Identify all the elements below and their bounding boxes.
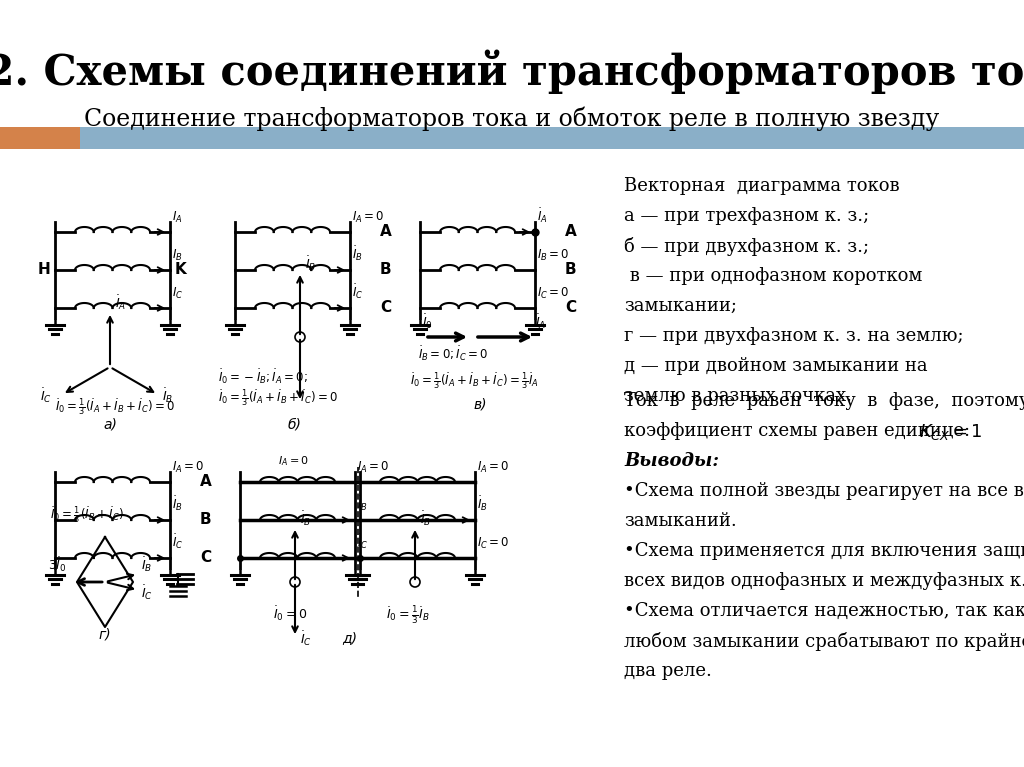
Text: $I_A=0$: $I_A=0$ bbox=[278, 454, 308, 468]
Text: $I_A=0$: $I_A=0$ bbox=[477, 460, 510, 475]
Text: $\dot{I}_0$: $\dot{I}_0$ bbox=[422, 312, 433, 331]
Text: $\dot{I}_C$: $\dot{I}_C$ bbox=[172, 532, 183, 551]
Text: •Схема полной звезды реагирует на все виды: •Схема полной звезды реагирует на все ви… bbox=[624, 482, 1024, 500]
Text: Выводы:: Выводы: bbox=[624, 452, 719, 470]
Text: $I_A=0$: $I_A=0$ bbox=[352, 210, 384, 225]
Text: K: K bbox=[175, 262, 186, 278]
Text: $\dot{I}_A$: $\dot{I}_A$ bbox=[115, 294, 126, 312]
Text: $\dot{I}_C$: $\dot{I}_C$ bbox=[300, 630, 312, 648]
Text: $\dot{I}_0=-\dot{I}_B; \dot{I}_A=0;$: $\dot{I}_0=-\dot{I}_B; \dot{I}_A=0;$ bbox=[218, 367, 308, 386]
Text: $K_{CX}=1$: $K_{CX}=1$ bbox=[919, 422, 983, 442]
Bar bbox=[0, 127, 80, 149]
Text: $\dot{I}_B$: $\dot{I}_B$ bbox=[352, 245, 362, 263]
Text: $\dot{I}_B$: $\dot{I}_B$ bbox=[172, 495, 182, 513]
Text: Ток  в  реле  равен  току  в  фазе,  поэтому: Ток в реле равен току в фазе, поэтому bbox=[624, 392, 1024, 410]
Text: $\dot{I}_B$: $\dot{I}_B$ bbox=[305, 255, 316, 273]
Text: $\dot{I}_A$: $\dot{I}_A$ bbox=[535, 312, 546, 331]
Text: $3\dot{I}_0$: $3\dot{I}_0$ bbox=[48, 555, 67, 574]
Text: любом замыкании срабатывают по крайней мере: любом замыкании срабатывают по крайней м… bbox=[624, 632, 1024, 651]
Text: $\dot{I}_0=\frac{1}{3}(\dot{I}_B+\dot{I}_C)$: $\dot{I}_0=\frac{1}{3}(\dot{I}_B+\dot{I}… bbox=[50, 505, 124, 525]
Text: $\dot{I}_C$: $\dot{I}_C$ bbox=[357, 532, 369, 551]
Text: $\dot{I}_0=\frac{1}{3}\dot{I}_B$: $\dot{I}_0=\frac{1}{3}\dot{I}_B$ bbox=[386, 604, 430, 626]
Text: $I_C=0$: $I_C=0$ bbox=[477, 536, 510, 551]
Text: $I_B=0$: $I_B=0$ bbox=[537, 248, 569, 263]
Text: H: H bbox=[37, 262, 50, 278]
Text: а): а) bbox=[103, 418, 117, 432]
Text: б): б) bbox=[288, 418, 302, 432]
Text: $I_C=0$: $I_C=0$ bbox=[537, 286, 569, 301]
Text: $\dot{I}_B$: $\dot{I}_B$ bbox=[357, 495, 368, 513]
Text: в — при однофазном коротком: в — при однофазном коротком bbox=[624, 267, 923, 285]
Text: г — при двухфазном к. з. на землю;: г — при двухфазном к. з. на землю; bbox=[624, 327, 964, 345]
Text: $\dot{I}_B$: $\dot{I}_B$ bbox=[162, 386, 173, 405]
Text: замыканий.: замыканий. bbox=[624, 512, 736, 530]
Text: а — при трехфазном к. з.;: а — при трехфазном к. з.; bbox=[624, 207, 869, 225]
Text: $I_A=0$: $I_A=0$ bbox=[357, 460, 389, 475]
Text: $\dot{I}_B$: $\dot{I}_B$ bbox=[420, 509, 431, 528]
Text: $\dot{I}_0=\frac{1}{3}(\dot{I}_A+\dot{I}_B+\dot{I}_C)=0$: $\dot{I}_0=\frac{1}{3}(\dot{I}_A+\dot{I}… bbox=[55, 397, 175, 417]
Text: $I_B$: $I_B$ bbox=[172, 248, 182, 263]
Bar bbox=[80, 127, 1024, 149]
Text: C: C bbox=[200, 551, 211, 565]
Text: A: A bbox=[565, 225, 577, 239]
Text: $\dot{I}_C$: $\dot{I}_C$ bbox=[40, 386, 52, 405]
Text: два реле.: два реле. bbox=[624, 662, 712, 680]
Text: коэффициент схемы равен единице:: коэффициент схемы равен единице: bbox=[624, 422, 976, 440]
Text: B: B bbox=[200, 512, 212, 528]
Text: $\dot{I}_B$: $\dot{I}_B$ bbox=[477, 495, 487, 513]
Text: $\dot{I}_0=\frac{1}{3}(\dot{I}_A+\dot{I}_B+\dot{I}_C)=0$: $\dot{I}_0=\frac{1}{3}(\dot{I}_A+\dot{I}… bbox=[218, 387, 338, 409]
Text: $\dot{I}_0=\frac{1}{3}(\dot{I}_A+\dot{I}_B+\dot{I}_C)=\frac{1}{3}\dot{I}_A$: $\dot{I}_0=\frac{1}{3}(\dot{I}_A+\dot{I}… bbox=[410, 370, 539, 391]
Text: д — при двойном замыкании на: д — при двойном замыкании на bbox=[624, 357, 928, 375]
Text: г): г) bbox=[98, 628, 112, 642]
Text: $I_A=0$: $I_A=0$ bbox=[172, 460, 205, 475]
Text: •Схема применяется для включения защиты от: •Схема применяется для включения защиты … bbox=[624, 542, 1024, 560]
Text: $\dot{I}_B=0; \dot{I}_C=0$: $\dot{I}_B=0; \dot{I}_C=0$ bbox=[418, 344, 488, 363]
Text: $I_C$: $I_C$ bbox=[172, 286, 183, 301]
Text: A: A bbox=[200, 475, 212, 489]
Text: 2.2. Схемы соединений трансформаторов тока: 2.2. Схемы соединений трансформаторов то… bbox=[0, 50, 1024, 94]
Text: $\dot{I}_A$: $\dot{I}_A$ bbox=[537, 206, 548, 225]
Text: $\dot{I}_B$: $\dot{I}_B$ bbox=[141, 555, 153, 574]
Text: всех видов однофазных и междуфазных к.з.: всех видов однофазных и междуфазных к.з. bbox=[624, 572, 1024, 590]
Text: C: C bbox=[565, 301, 577, 315]
Text: б — при двухфазном к. з.;: б — при двухфазном к. з.; bbox=[624, 237, 869, 256]
Text: замыкании;: замыкании; bbox=[624, 297, 737, 315]
Text: Соединение трансформаторов тока и обмоток реле в полную звезду: Соединение трансформаторов тока и обмото… bbox=[84, 107, 940, 131]
Text: $\dot{I}_C$: $\dot{I}_C$ bbox=[141, 584, 153, 602]
Text: B: B bbox=[565, 262, 577, 278]
Text: $\dot{I}_B$: $\dot{I}_B$ bbox=[300, 509, 311, 528]
Text: B: B bbox=[380, 262, 391, 278]
Text: $I_A$: $I_A$ bbox=[172, 210, 182, 225]
Text: •Схема отличается надежностью, так как при: •Схема отличается надежностью, так как п… bbox=[624, 602, 1024, 620]
Text: A: A bbox=[380, 225, 392, 239]
Text: $\dot{I}_0=0$: $\dot{I}_0=0$ bbox=[273, 604, 307, 623]
Text: в): в) bbox=[473, 398, 486, 412]
Text: C: C bbox=[380, 301, 391, 315]
Text: землю в разных точках.: землю в разных точках. bbox=[624, 387, 852, 405]
Text: $\dot{I}_C$: $\dot{I}_C$ bbox=[352, 282, 364, 301]
Text: Векторная  диаграмма токов: Векторная диаграмма токов bbox=[624, 177, 900, 195]
Text: д): д) bbox=[342, 631, 357, 645]
